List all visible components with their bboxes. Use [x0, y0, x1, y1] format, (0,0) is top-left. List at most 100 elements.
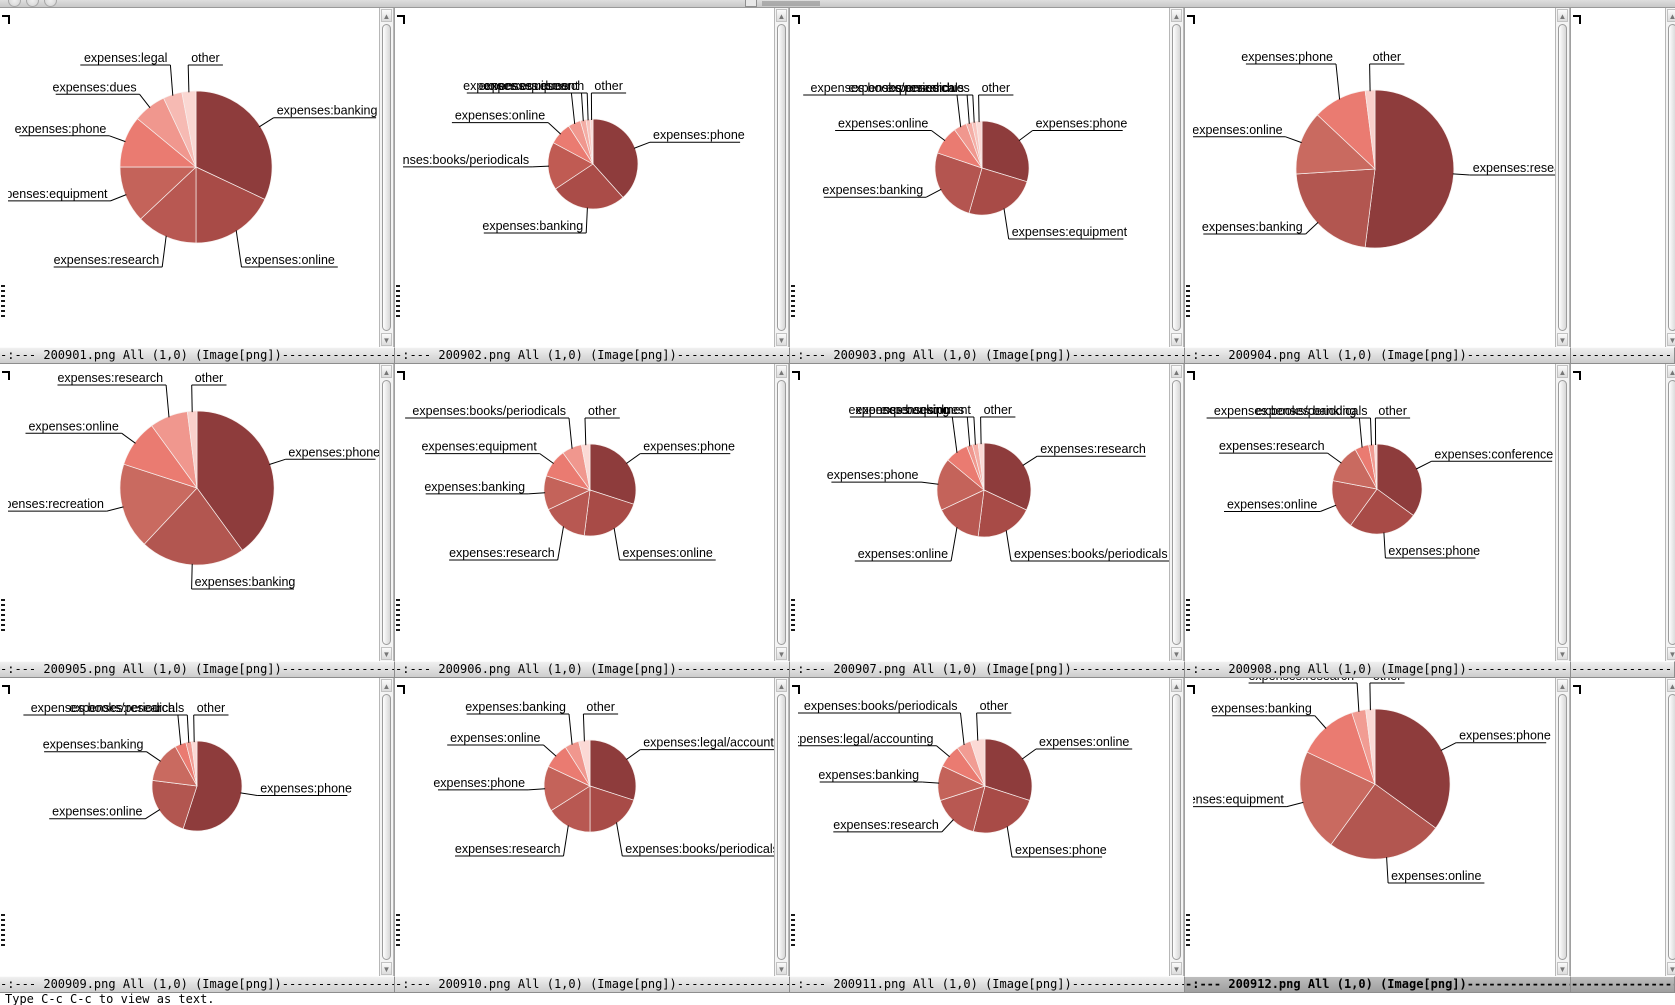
scroll-up-button[interactable]: ▲	[776, 365, 787, 378]
scroll-down-button[interactable]: ▼	[776, 962, 787, 975]
modeline-partial[interactable]: ----------------------------------------	[1571, 347, 1675, 364]
scroll-down-button[interactable]: ▼	[1171, 647, 1182, 660]
zoom-button[interactable]	[44, 0, 57, 7]
scroll-up-button[interactable]: ▲	[1557, 9, 1568, 22]
scrollbar-thumb[interactable]	[1668, 694, 1675, 960]
scroll-up-button[interactable]: ▲	[381, 365, 392, 378]
label-leader-line	[544, 745, 557, 756]
scroll-up-button[interactable]: ▲	[776, 9, 787, 22]
slice-label: other	[197, 701, 226, 715]
scrollbar[interactable]: ▲▼	[1169, 364, 1184, 661]
scrollbar-thumb[interactable]	[777, 24, 786, 331]
scrollbar[interactable]: ▲▼	[1555, 678, 1570, 976]
window-titlebar[interactable]	[0, 0, 1675, 8]
scroll-down-button[interactable]: ▼	[1667, 647, 1675, 660]
scrollbar[interactable]: ▲▼	[379, 678, 394, 976]
scroll-up-button[interactable]: ▲	[1171, 679, 1182, 692]
modeline-partial[interactable]: ----------------------------------------	[1571, 661, 1675, 678]
label-leader-line	[122, 433, 136, 443]
scrollbar[interactable]: ▲▼	[1665, 8, 1675, 347]
scrollbar-thumb[interactable]	[777, 694, 786, 960]
scrollbar[interactable]: ▲▼	[1555, 8, 1570, 347]
scroll-up-button[interactable]: ▲	[1667, 9, 1675, 22]
slice-label: expenses:research	[455, 842, 561, 856]
scrollbar[interactable]: ▲▼	[1665, 678, 1675, 976]
scroll-down-button[interactable]: ▼	[1667, 333, 1675, 346]
slice-label: other	[1378, 404, 1407, 418]
modeline-200910.png[interactable]: -:--- 200910.png All (1,0) (Image[png])-…	[395, 976, 790, 993]
scrollbar-thumb[interactable]	[382, 694, 391, 960]
modeline-partial[interactable]: ----------------------------------------	[1571, 976, 1675, 993]
modeline-200911.png[interactable]: -:--- 200911.png All (1,0) (Image[png])-…	[790, 976, 1185, 993]
scroll-down-button[interactable]: ▼	[776, 647, 787, 660]
scrollbar[interactable]: ▲▼	[1665, 364, 1675, 661]
scroll-down-button[interactable]: ▼	[1557, 647, 1568, 660]
scrollbar[interactable]: ▲▼	[1555, 364, 1570, 661]
label-leader-line	[634, 142, 650, 148]
scrollbar-thumb[interactable]	[1172, 380, 1181, 645]
scrollbar[interactable]: ▲▼	[774, 364, 789, 661]
modeline-200903.png[interactable]: -:--- 200903.png All (1,0) (Image[png])-…	[790, 347, 1185, 364]
emacs-window-partial: ▲▼	[1571, 678, 1675, 976]
scrollbar[interactable]: ▲▼	[1169, 678, 1184, 976]
scroll-down-button[interactable]: ▼	[1557, 962, 1568, 975]
scroll-down-button[interactable]: ▼	[1171, 962, 1182, 975]
scroll-down-button[interactable]: ▼	[1557, 333, 1568, 346]
echo-area[interactable]: Type C-c C-c to view as text.	[0, 993, 1675, 1005]
scrollbar-thumb[interactable]	[1558, 24, 1567, 331]
scrollbar[interactable]: ▲▼	[774, 678, 789, 976]
modeline-200906.png[interactable]: -:--- 200906.png All (1,0) (Image[png])-…	[395, 661, 790, 678]
scrollbar[interactable]: ▲▼	[379, 364, 394, 661]
scrollbar-thumb[interactable]	[1558, 694, 1567, 960]
emacs-window-200905.png: expenses:phoneexpenses:bankingexpenses:r…	[0, 364, 395, 661]
modeline-200909.png[interactable]: -:--- 200909.png All (1,0) (Image[png])-…	[0, 976, 395, 993]
modeline-200904.png[interactable]: -:--- 200904.png All (1,0) (Image[png])-…	[1185, 347, 1571, 364]
label-leader-line	[937, 746, 950, 757]
close-button[interactable]	[8, 0, 21, 7]
scroll-down-button[interactable]: ▼	[381, 333, 392, 346]
label-leader-line	[967, 95, 969, 124]
modeline-200907.png[interactable]: -:--- 200907.png All (1,0) (Image[png])-…	[790, 661, 1185, 678]
scrollbar[interactable]: ▲▼	[774, 8, 789, 347]
scroll-up-button[interactable]: ▲	[1171, 9, 1182, 22]
modeline-200905.png[interactable]: -:--- 200905.png All (1,0) (Image[png])-…	[0, 661, 395, 678]
scrollbar-thumb[interactable]	[1668, 24, 1675, 331]
modeline-200901.png[interactable]: -:--- 200901.png All (1,0) (Image[png])-…	[0, 347, 395, 364]
scroll-up-button[interactable]: ▲	[1557, 679, 1568, 692]
scroll-down-button[interactable]: ▼	[1171, 333, 1182, 346]
scroll-up-button[interactable]: ▲	[1667, 679, 1675, 692]
scrollbar[interactable]: ▲▼	[1169, 8, 1184, 347]
scroll-up-button[interactable]: ▲	[1557, 365, 1568, 378]
scroll-down-button[interactable]: ▼	[381, 647, 392, 660]
slice-label: expenses:online	[52, 805, 142, 819]
scrollbar-thumb[interactable]	[1668, 380, 1675, 645]
minimize-button[interactable]	[26, 0, 39, 7]
slice-label: expenses:online	[450, 731, 540, 745]
scrollbar-thumb[interactable]	[1172, 694, 1181, 960]
label-leader-line	[585, 418, 586, 445]
scroll-up-button[interactable]: ▲	[1667, 365, 1675, 378]
scroll-down-button[interactable]: ▼	[776, 333, 787, 346]
scroll-down-button[interactable]: ▼	[1667, 962, 1675, 975]
label-leader-line	[967, 417, 970, 446]
scrollbar-thumb[interactable]	[382, 380, 391, 645]
label-leader-line	[194, 715, 195, 742]
scroll-up-button[interactable]: ▲	[1171, 365, 1182, 378]
scroll-down-button[interactable]: ▼	[381, 962, 392, 975]
scrollbar-thumb[interactable]	[777, 380, 786, 645]
label-leader-line	[532, 166, 549, 167]
scroll-up-button[interactable]: ▲	[381, 679, 392, 692]
scroll-up-button[interactable]: ▲	[381, 9, 392, 22]
modeline-200908.png[interactable]: -:--- 200908.png All (1,0) (Image[png])-…	[1185, 661, 1571, 678]
slice-label: expenses:phone	[827, 468, 919, 482]
modeline-200902.png[interactable]: -:--- 200902.png All (1,0) (Image[png])-…	[395, 347, 790, 364]
scrollbar[interactable]: ▲▼	[379, 8, 394, 347]
scrollbar-thumb[interactable]	[382, 24, 391, 331]
scroll-up-button[interactable]: ▲	[776, 679, 787, 692]
scrollbar-thumb[interactable]	[1172, 24, 1181, 331]
label-leader-line	[269, 459, 285, 464]
scrollbar-thumb[interactable]	[1558, 380, 1567, 645]
label-leader-line	[1306, 222, 1318, 234]
modeline-200912.png[interactable]: -:--- 200912.png All (1,0) (Image[png])-…	[1185, 976, 1571, 993]
